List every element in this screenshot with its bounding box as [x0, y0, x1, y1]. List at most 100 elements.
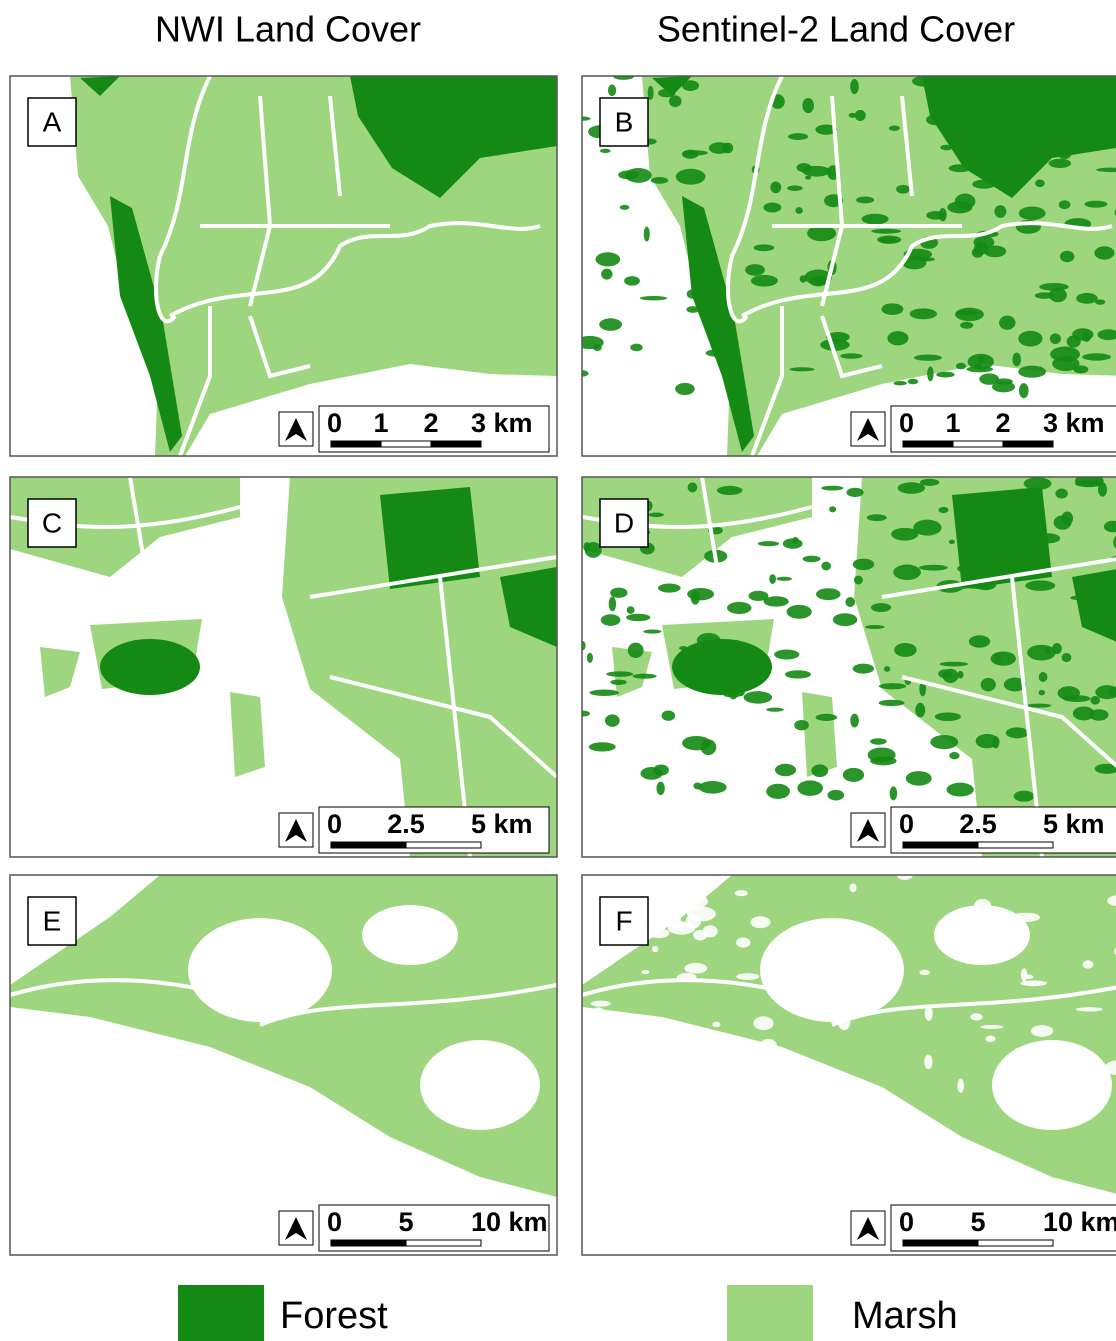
water-patch [1083, 960, 1094, 968]
water-patch [1062, 1074, 1076, 1083]
forest-patch [770, 181, 781, 193]
forest-patch [627, 606, 635, 614]
forest-patch [805, 176, 811, 180]
forest-patch [1039, 690, 1045, 696]
forest-patch [682, 80, 699, 91]
forest-patch [600, 149, 611, 153]
forest-patch [940, 145, 953, 151]
forest-patch [890, 786, 898, 800]
scale-label: 3 km [471, 408, 533, 438]
water-patch [682, 1053, 706, 1062]
legend-label: Forest [280, 1295, 388, 1337]
forest-patch [893, 381, 906, 385]
forest-patch [955, 194, 976, 210]
forest-patch [871, 603, 891, 612]
forest-patch [618, 170, 639, 179]
water-patch [1015, 1048, 1022, 1053]
forest-patch [908, 379, 919, 385]
legend-label: Marsh [852, 1295, 958, 1337]
forest-patch [949, 164, 972, 172]
forest-patch [1039, 672, 1048, 682]
forest-patch [898, 482, 925, 493]
water-patch [659, 1042, 678, 1057]
forest-patch [776, 577, 791, 581]
map [575, 73, 1116, 456]
water-patch [652, 946, 658, 953]
forest-patch [675, 383, 695, 395]
scale-segment [978, 1240, 1053, 1246]
forest-patch [943, 83, 966, 99]
panel-label: D [614, 507, 634, 538]
legend-swatch [727, 1285, 813, 1341]
forest-patch [775, 764, 796, 777]
forest-patch [1098, 482, 1107, 496]
forest-patch [693, 783, 701, 790]
forest-patch [821, 562, 831, 571]
forest-patch [974, 236, 995, 248]
scale-segment [331, 1240, 406, 1246]
forest-patch [956, 310, 976, 315]
forest-patch [754, 244, 775, 251]
forest-patch [991, 651, 1016, 665]
forest-patch [1094, 246, 1114, 259]
forest-patch [1013, 151, 1041, 156]
marsh-area [40, 647, 80, 697]
forest-patch [743, 691, 772, 703]
scale-label: 5 km [1043, 809, 1105, 839]
forest-patch [994, 130, 1019, 142]
water-patch [712, 1022, 720, 1027]
map-panel: D02.55 km [574, 475, 1116, 857]
forest-patch [1076, 293, 1097, 304]
map [70, 76, 557, 456]
forest-patch [1039, 283, 1068, 291]
forest-patch [893, 564, 921, 580]
forest-patch [790, 367, 815, 371]
water-patch [617, 1012, 630, 1016]
forest-patch [595, 252, 620, 266]
water-patch [641, 970, 649, 974]
scale-label: 1 [945, 408, 960, 438]
forest-patch [749, 591, 769, 601]
water-patch [736, 937, 750, 947]
forest-patch [1006, 727, 1029, 738]
forest-area [100, 639, 200, 695]
forest-patch [679, 646, 687, 650]
forest-patch [947, 783, 974, 797]
forest-patch [643, 629, 661, 633]
forest-patch [956, 363, 966, 370]
forest-patch [884, 666, 890, 672]
forest-patch [877, 236, 901, 244]
forest-patch [854, 576, 863, 585]
forest-patch [610, 679, 626, 685]
forest-patch [688, 482, 698, 492]
forest-patch [816, 588, 841, 600]
forest-patch [785, 670, 811, 678]
forest-patch [658, 89, 675, 98]
forest-patch [648, 513, 664, 518]
forest-patch [1054, 515, 1072, 529]
forest-patch [1062, 653, 1072, 662]
forest-patch [1052, 643, 1062, 654]
forest-patch [1067, 335, 1081, 347]
forest-patch [794, 720, 809, 730]
forest-patch [811, 764, 828, 777]
water-patch [994, 930, 1019, 945]
water-patch [593, 1034, 623, 1050]
water-patch [747, 1044, 776, 1058]
map [574, 475, 1116, 857]
forest-patch [662, 711, 676, 721]
forest-patch [610, 588, 627, 598]
water-patch [1011, 913, 1040, 922]
water-patch [592, 1007, 604, 1014]
water-patch [950, 940, 973, 953]
forest-patch [651, 177, 669, 184]
forest-patch [846, 488, 863, 497]
forest-patch [1099, 97, 1109, 101]
forest-patch [920, 479, 939, 486]
map [572, 871, 1116, 1197]
forest-patch [774, 649, 799, 659]
forest-patch [915, 703, 925, 718]
forest-patch [587, 653, 593, 663]
